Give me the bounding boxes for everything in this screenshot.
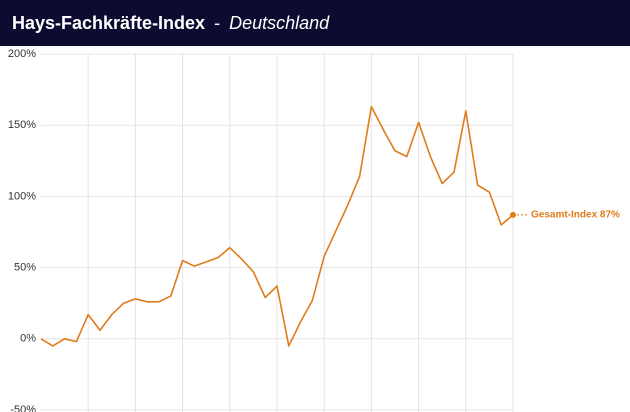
subtitle: Deutschland	[229, 13, 330, 33]
end-label: Gesamt-Index 87%	[531, 210, 620, 221]
y-tick-label: 0%	[20, 333, 36, 345]
end-point	[510, 211, 516, 218]
y-tick-label: -50%	[10, 404, 36, 412]
header-bar	[0, 0, 630, 46]
y-tick-label: 200%	[8, 48, 36, 60]
y-tick-label: 150%	[8, 119, 36, 131]
title-separator: -	[214, 13, 220, 33]
line	[40, 105, 514, 347]
title: Hays-Fachkräfte-Index	[12, 13, 205, 33]
header-title: Hays-Fachkräfte-Index - Deutschland	[12, 13, 330, 33]
y-tick-label: 50%	[14, 262, 36, 274]
y-tick-label: 100%	[8, 190, 36, 202]
